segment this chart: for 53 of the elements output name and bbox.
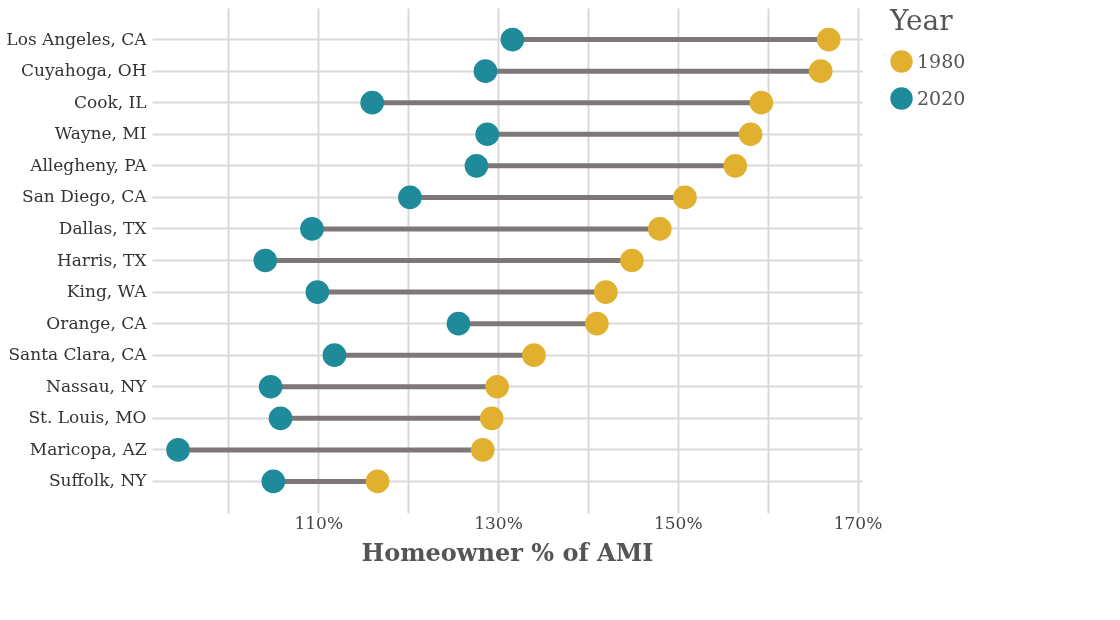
point bbox=[365, 469, 390, 494]
point bbox=[479, 406, 504, 431]
y-tick-label: Cook, IL bbox=[73, 91, 147, 112]
point bbox=[673, 185, 697, 210]
point bbox=[749, 90, 774, 115]
point bbox=[261, 469, 286, 494]
point bbox=[166, 438, 190, 462]
point bbox=[808, 59, 833, 83]
legend-label: 2020 bbox=[917, 86, 966, 109]
x-axis-title: Homeowner % of AMI bbox=[361, 537, 654, 567]
point bbox=[522, 343, 546, 367]
legend-label: 1980 bbox=[917, 49, 966, 72]
x-tick-label: 130% bbox=[474, 512, 523, 533]
y-tick-label: San Diego, CA bbox=[22, 186, 148, 207]
y-tick-label: Dallas, TX bbox=[58, 217, 148, 238]
point bbox=[816, 27, 841, 52]
y-tick-label: Cuyahoga, OH bbox=[21, 60, 147, 81]
point bbox=[485, 374, 509, 399]
point bbox=[360, 90, 385, 115]
point bbox=[473, 59, 498, 83]
point bbox=[475, 122, 500, 147]
y-tick-label: Suffolk, NY bbox=[48, 470, 148, 491]
point bbox=[647, 217, 672, 241]
point bbox=[620, 248, 644, 273]
point bbox=[258, 374, 283, 399]
point bbox=[594, 280, 618, 304]
x-tick-label: 170% bbox=[833, 512, 883, 533]
point bbox=[268, 406, 293, 431]
point bbox=[253, 248, 278, 273]
point bbox=[738, 122, 763, 147]
y-tick-label: Maricopa, AZ bbox=[29, 438, 147, 459]
y-tick-label: Santa Clara, CA bbox=[8, 344, 148, 365]
x-tick-label: 150% bbox=[653, 512, 703, 533]
y-tick-label: Harris, TX bbox=[56, 249, 148, 270]
x-tick-label: 110% bbox=[294, 512, 344, 533]
point bbox=[300, 217, 324, 241]
point bbox=[464, 154, 489, 178]
y-tick-label: Orange, CA bbox=[46, 312, 148, 333]
y-tick-label: St. Louis, MO bbox=[28, 407, 147, 428]
point bbox=[446, 311, 471, 336]
point bbox=[305, 280, 330, 304]
point bbox=[398, 185, 422, 210]
y-tick-label: Allegheny, PA bbox=[29, 154, 148, 175]
y-tick-label: King, WA bbox=[66, 281, 148, 302]
point bbox=[585, 311, 609, 336]
point bbox=[723, 154, 748, 178]
y-tick-label: Los Angeles, CA bbox=[6, 28, 148, 49]
point bbox=[322, 343, 347, 367]
point bbox=[500, 27, 525, 52]
legend-title: Year bbox=[889, 4, 954, 37]
y-tick-label: Wayne, MI bbox=[54, 123, 147, 144]
y-tick-label: Nassau, NY bbox=[46, 375, 148, 396]
point bbox=[470, 438, 495, 462]
